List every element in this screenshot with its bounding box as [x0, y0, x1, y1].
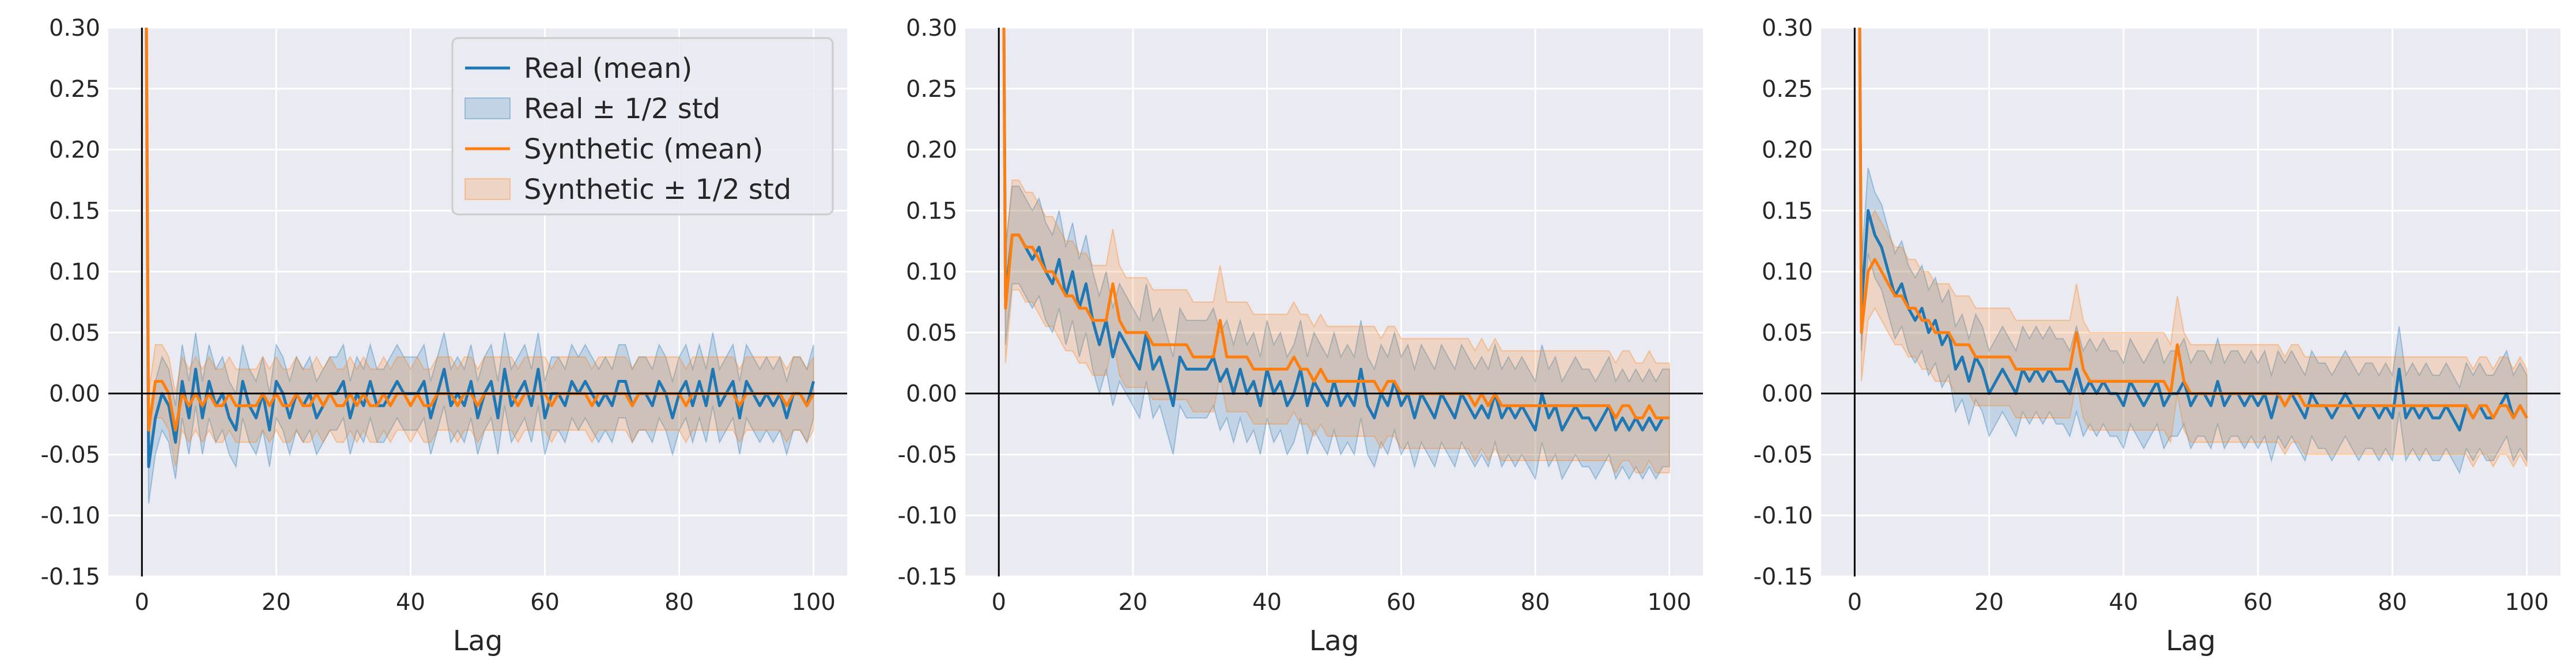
y-tick-label: 0.30	[1762, 15, 1813, 42]
y-tick-label: -0.10	[1754, 503, 1814, 529]
x-tick-label: 20	[1118, 589, 1147, 616]
x-tick-label: 0	[135, 589, 149, 616]
legend-swatch-band	[464, 178, 511, 200]
y-tick-label: -0.10	[41, 503, 101, 529]
plot-area	[1821, 28, 2560, 576]
x-tick-label: 100	[792, 589, 836, 616]
chart-panel-2: -0.15 -0.10 -0.05 0.00 0.05 0.10 0.15 0.20 0.25 0…	[898, 15, 1703, 657]
y-tick-label: -0.05	[898, 442, 958, 468]
y-tick-label: 0.05	[906, 320, 957, 346]
y-tick-label: 0.00	[906, 381, 957, 408]
y-tick-label: 0.25	[1762, 76, 1813, 103]
x-tick-label: 80	[664, 589, 694, 616]
x-tick-label: 40	[1252, 589, 1282, 616]
y-tick-label: 0.30	[906, 15, 957, 42]
band-synthetic	[145, 28, 814, 467]
y-tick-label: 0.25	[49, 76, 100, 103]
legend-label: Real ± 1/2 std	[524, 93, 720, 125]
band-real	[1003, 28, 1670, 481]
x-tick-label: 100	[2505, 589, 2549, 616]
x-tick-label: 0	[1848, 589, 1862, 616]
line-synthetic-mean	[1002, 28, 1670, 420]
band-real	[145, 28, 814, 504]
y-tick-label: 0.00	[1762, 381, 1813, 408]
x-tick-label: 20	[262, 589, 291, 616]
y-tick-label: 0.10	[1762, 259, 1813, 285]
y-tick-label: -0.05	[1754, 442, 1814, 468]
x-tick-label: 0	[991, 589, 1006, 616]
y-tick-label: 0.25	[906, 76, 957, 103]
y-tick-label: 0.30	[49, 15, 100, 42]
x-axis-label: Lag	[453, 625, 503, 657]
series-group	[1002, 28, 1670, 481]
y-tick-label: -0.15	[1754, 564, 1814, 590]
series-group	[145, 28, 815, 504]
x-axis-label: Lag	[1309, 625, 1359, 657]
band-real	[1859, 28, 2528, 474]
x-tick-label: 20	[1974, 589, 2004, 616]
x-axis-label: Lag	[2166, 625, 2216, 657]
legend-label: Real (mean)	[524, 52, 692, 85]
y-tick-label: 0.00	[49, 381, 100, 408]
line-real-mean	[1858, 28, 2528, 432]
x-tick-label: 40	[2109, 589, 2138, 616]
x-tick-label: 60	[2243, 589, 2273, 616]
x-tick-label: 80	[2378, 589, 2407, 616]
y-tick-label: 0.15	[1762, 198, 1813, 224]
y-tick-label: 0.05	[49, 320, 100, 346]
y-tick-label: -0.15	[41, 564, 101, 590]
x-tick-label: 60	[1387, 589, 1416, 616]
legend: Real (mean) Real ± 1/2 std Synthetic (mean…	[451, 37, 834, 216]
line-real-mean	[145, 28, 815, 469]
y-tick-label: 0.20	[1762, 137, 1813, 164]
x-tick-label: 100	[1648, 589, 1691, 616]
chart-panel-3: -0.15 -0.10 -0.05 0.00 0.05 0.10 0.15 0.20 0.25 0…	[1754, 15, 2560, 657]
y-tick-label: -0.15	[898, 564, 958, 590]
y-tick-label: 0.20	[906, 137, 957, 164]
y-tick-label: 0.20	[49, 137, 100, 164]
legend-label: Synthetic ± 1/2 std	[524, 174, 791, 206]
y-tick-label: 0.05	[1762, 320, 1813, 346]
x-tick-label: 80	[1521, 589, 1550, 616]
legend-box	[451, 37, 834, 216]
y-tick-label: 0.15	[906, 198, 957, 224]
legend-label: Synthetic (mean)	[524, 133, 763, 165]
x-tick-label: 40	[396, 589, 425, 616]
x-tick-label: 60	[530, 589, 560, 616]
y-tick-label: 0.10	[49, 259, 100, 285]
y-tick-label: -0.05	[41, 442, 101, 468]
y-tick-label: 0.15	[49, 198, 100, 224]
y-tick-label: -0.10	[898, 503, 958, 529]
band-synthetic	[1003, 28, 1670, 474]
legend-swatch-band	[464, 97, 511, 119]
y-tick-label: 0.10	[906, 259, 957, 285]
